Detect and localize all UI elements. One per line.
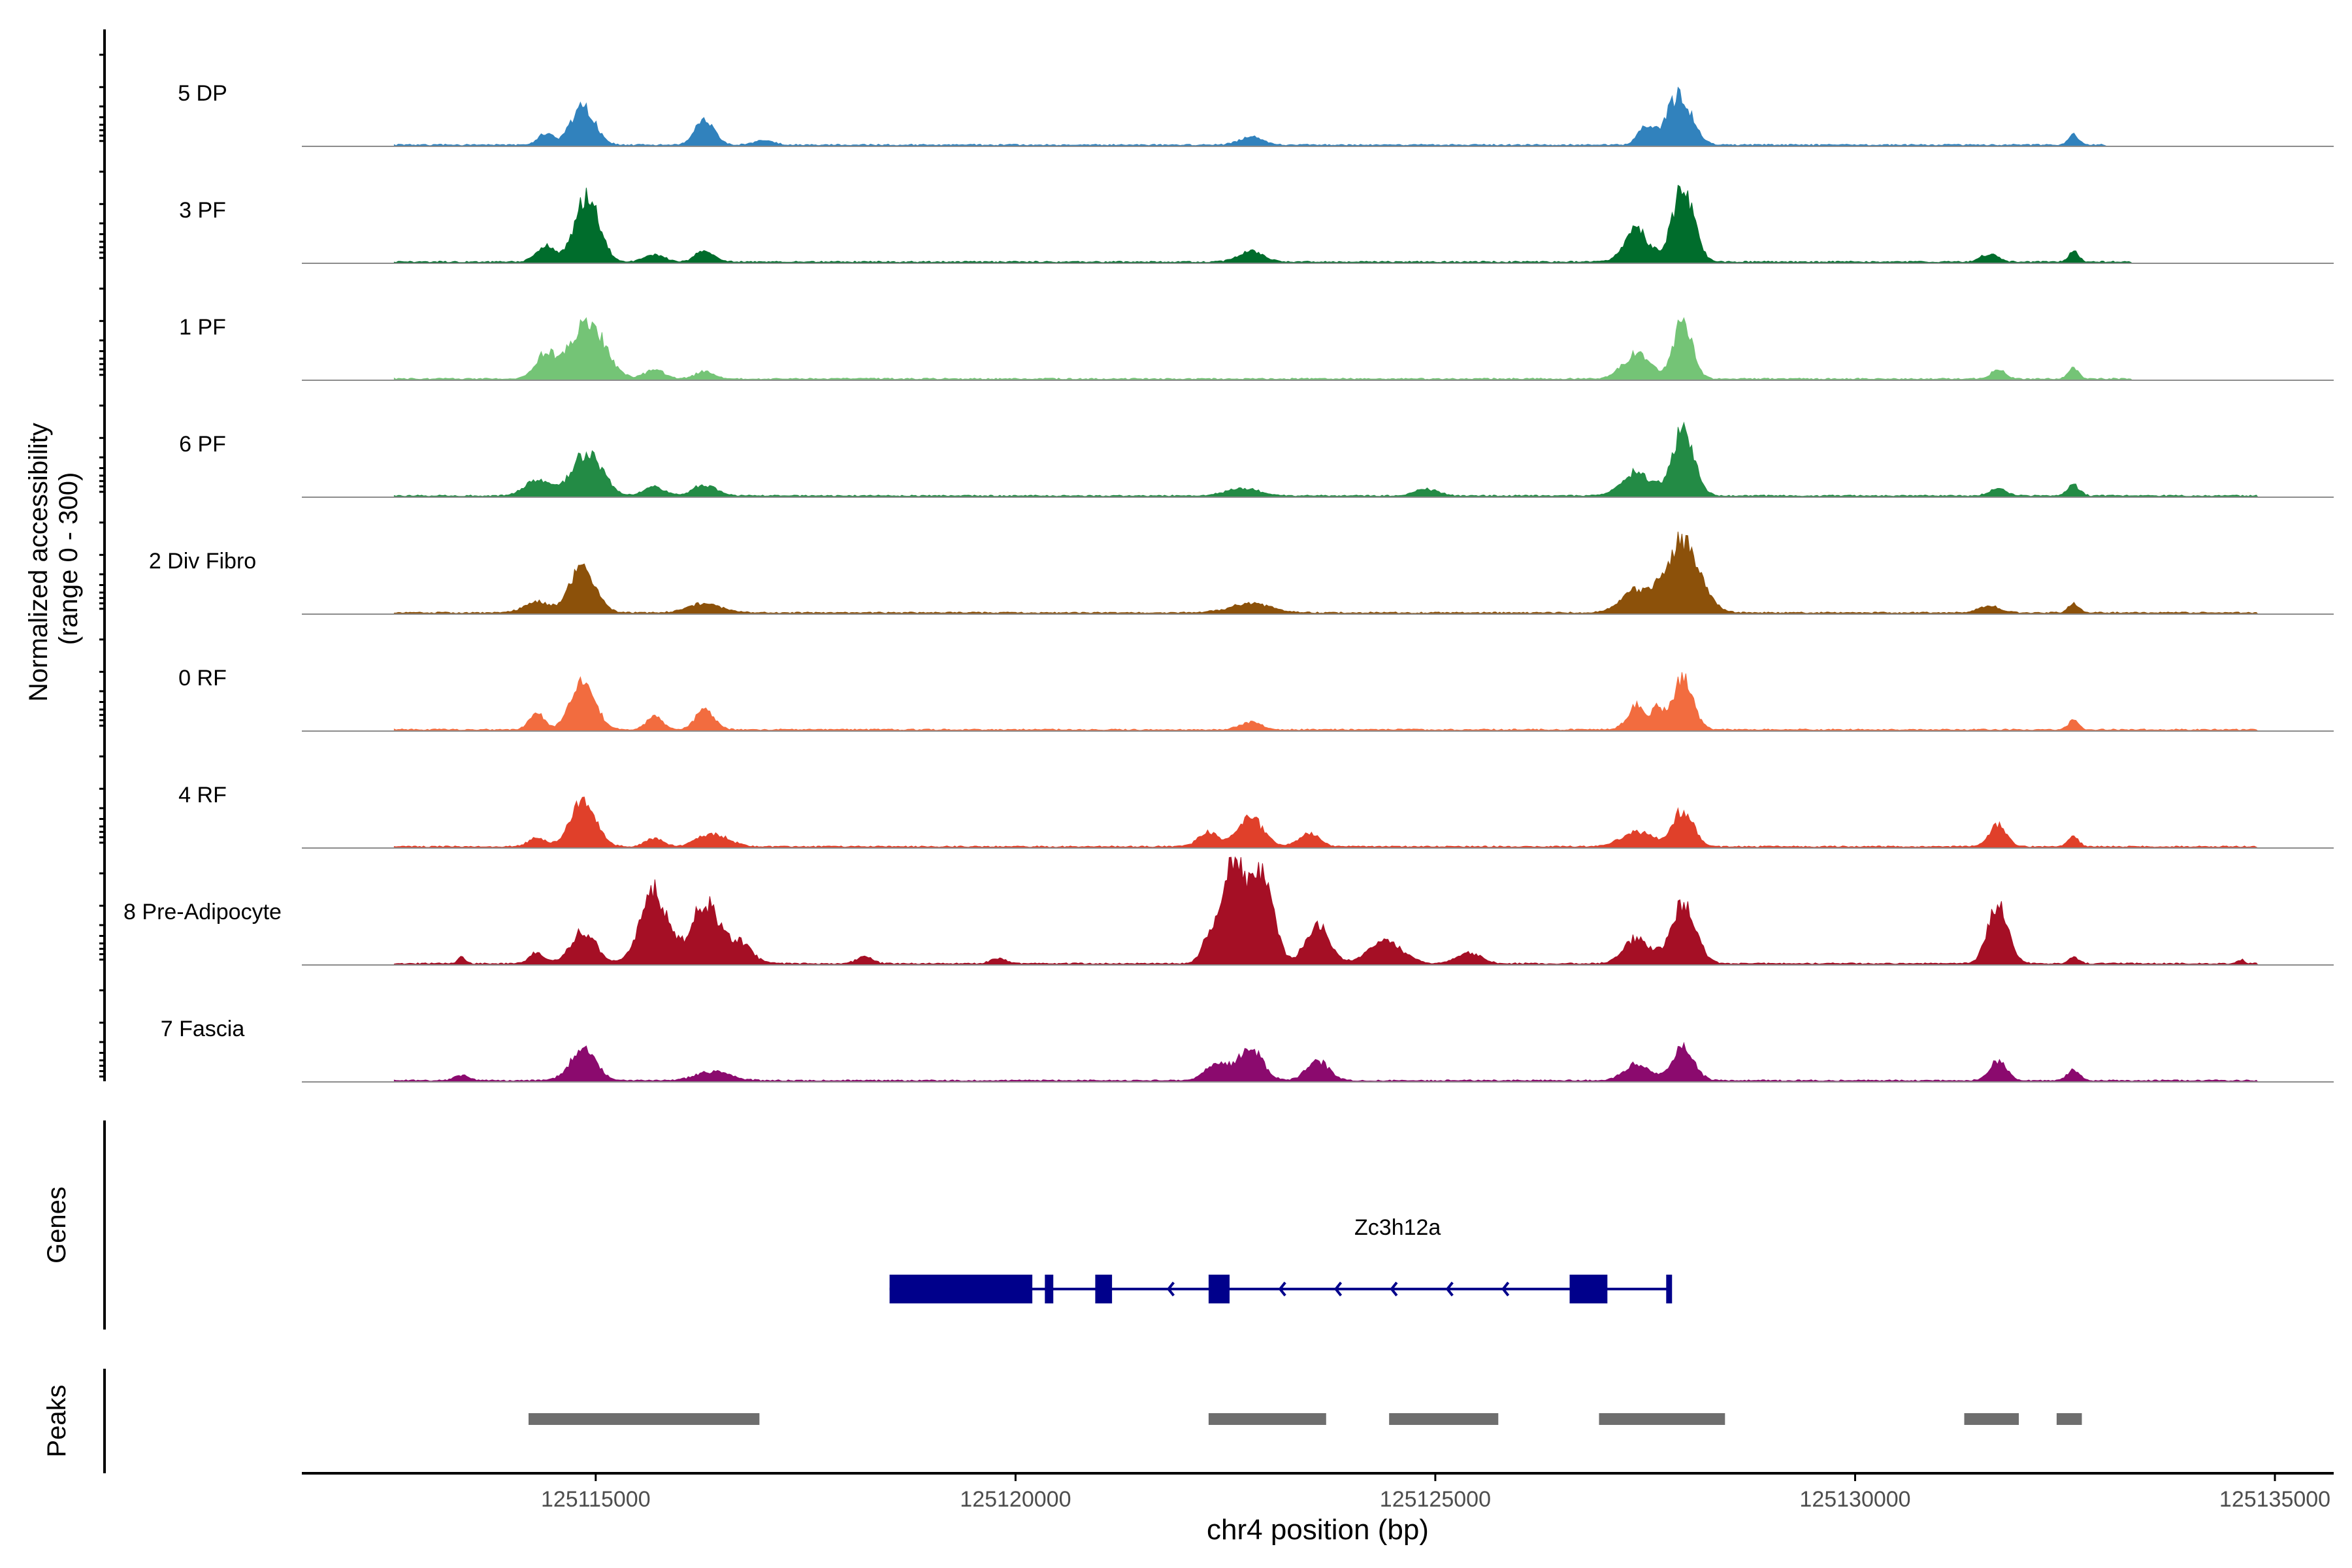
x-tick-label: 125135000 xyxy=(2219,1487,2330,1512)
exon-4 xyxy=(1569,1275,1608,1303)
track-label: 6 PF xyxy=(179,432,226,457)
coverage-area xyxy=(393,856,2259,966)
x-tick-label: 125130000 xyxy=(1799,1487,1910,1512)
peak-region-4 xyxy=(1964,1413,2019,1425)
track-1: 3 PF xyxy=(179,184,2334,264)
coverage-area xyxy=(393,421,2259,498)
track-5: 0 RF xyxy=(178,666,2334,732)
coverage-area xyxy=(393,796,2259,849)
track-label: 5 DP xyxy=(178,81,227,106)
peak-regions xyxy=(529,1413,2082,1425)
genes-panel-label: Genes xyxy=(42,1186,71,1264)
gene-model: Zc3h12a xyxy=(889,1215,1673,1303)
x-tick-label: 125120000 xyxy=(960,1487,1071,1512)
track-3: 6 PF xyxy=(179,421,2334,498)
strand-arrow xyxy=(1445,1281,1454,1297)
x-axis-label: chr4 position (bp) xyxy=(1207,1514,1429,1546)
track-2: 1 PF xyxy=(179,315,2334,381)
track-label: 4 RF xyxy=(178,783,227,808)
y-axis-label-line2: (range 0 - 300) xyxy=(54,472,83,645)
exon-1 xyxy=(1045,1275,1054,1303)
exon-5 xyxy=(1666,1275,1671,1303)
coverage-area xyxy=(393,1041,2259,1083)
track-8: 7 Fascia xyxy=(161,1017,2334,1083)
peak-region-5 xyxy=(2056,1413,2082,1425)
track-0: 5 DP xyxy=(178,81,2334,147)
coverage-tracks: 5 DP 3 PF 1 PF 6 PF 2 Div Fibro 0 RF 4 RF 8 Pre… xyxy=(123,81,2334,1083)
x-tick-label: 125115000 xyxy=(541,1487,651,1512)
strand-arrow xyxy=(1166,1281,1175,1297)
strand-arrow xyxy=(1390,1281,1398,1297)
x-axis-ticks: 125115000 125120000 125125000 125130000 1251… xyxy=(541,1473,2330,1512)
track-label: 3 PF xyxy=(179,198,226,223)
x-tick-label: 125125000 xyxy=(1380,1487,1491,1512)
strand-arrow xyxy=(1333,1281,1343,1297)
y-axis-label: Normalized accessibility (range 0 - 300) xyxy=(24,416,83,702)
peaks-panel-label: Peaks xyxy=(42,1384,71,1457)
coverage-area xyxy=(393,672,2259,732)
coverage-y-ticks xyxy=(99,54,105,1078)
strand-arrow xyxy=(1501,1281,1510,1297)
track-label: 7 Fascia xyxy=(161,1017,245,1041)
track-label: 0 RF xyxy=(178,666,227,691)
peak-region-0 xyxy=(529,1413,760,1425)
exon-2 xyxy=(1095,1275,1113,1303)
exon-3 xyxy=(1208,1275,1230,1303)
coverage-area xyxy=(393,317,2133,381)
track-label: 8 Pre-Adipocyte xyxy=(123,900,282,924)
y-axis-label-line1: Normalized accessibility xyxy=(24,423,53,702)
strand-arrow xyxy=(1278,1281,1286,1297)
peak-region-3 xyxy=(1599,1413,1725,1425)
track-label: 1 PF xyxy=(179,315,226,340)
gene-name-label: Zc3h12a xyxy=(1354,1215,1441,1240)
exon-0 xyxy=(889,1275,1033,1303)
track-4: 2 Div Fibro xyxy=(149,531,2334,615)
peak-region-2 xyxy=(1389,1413,1499,1425)
coverage-area xyxy=(393,184,2134,264)
track-6: 4 RF xyxy=(178,783,2334,849)
peak-region-1 xyxy=(1208,1413,1326,1425)
coverage-area xyxy=(393,531,2259,615)
track-label: 2 Div Fibro xyxy=(149,549,256,574)
track-7: 8 Pre-Adipocyte xyxy=(123,856,2334,966)
coverage-area xyxy=(393,86,2108,147)
